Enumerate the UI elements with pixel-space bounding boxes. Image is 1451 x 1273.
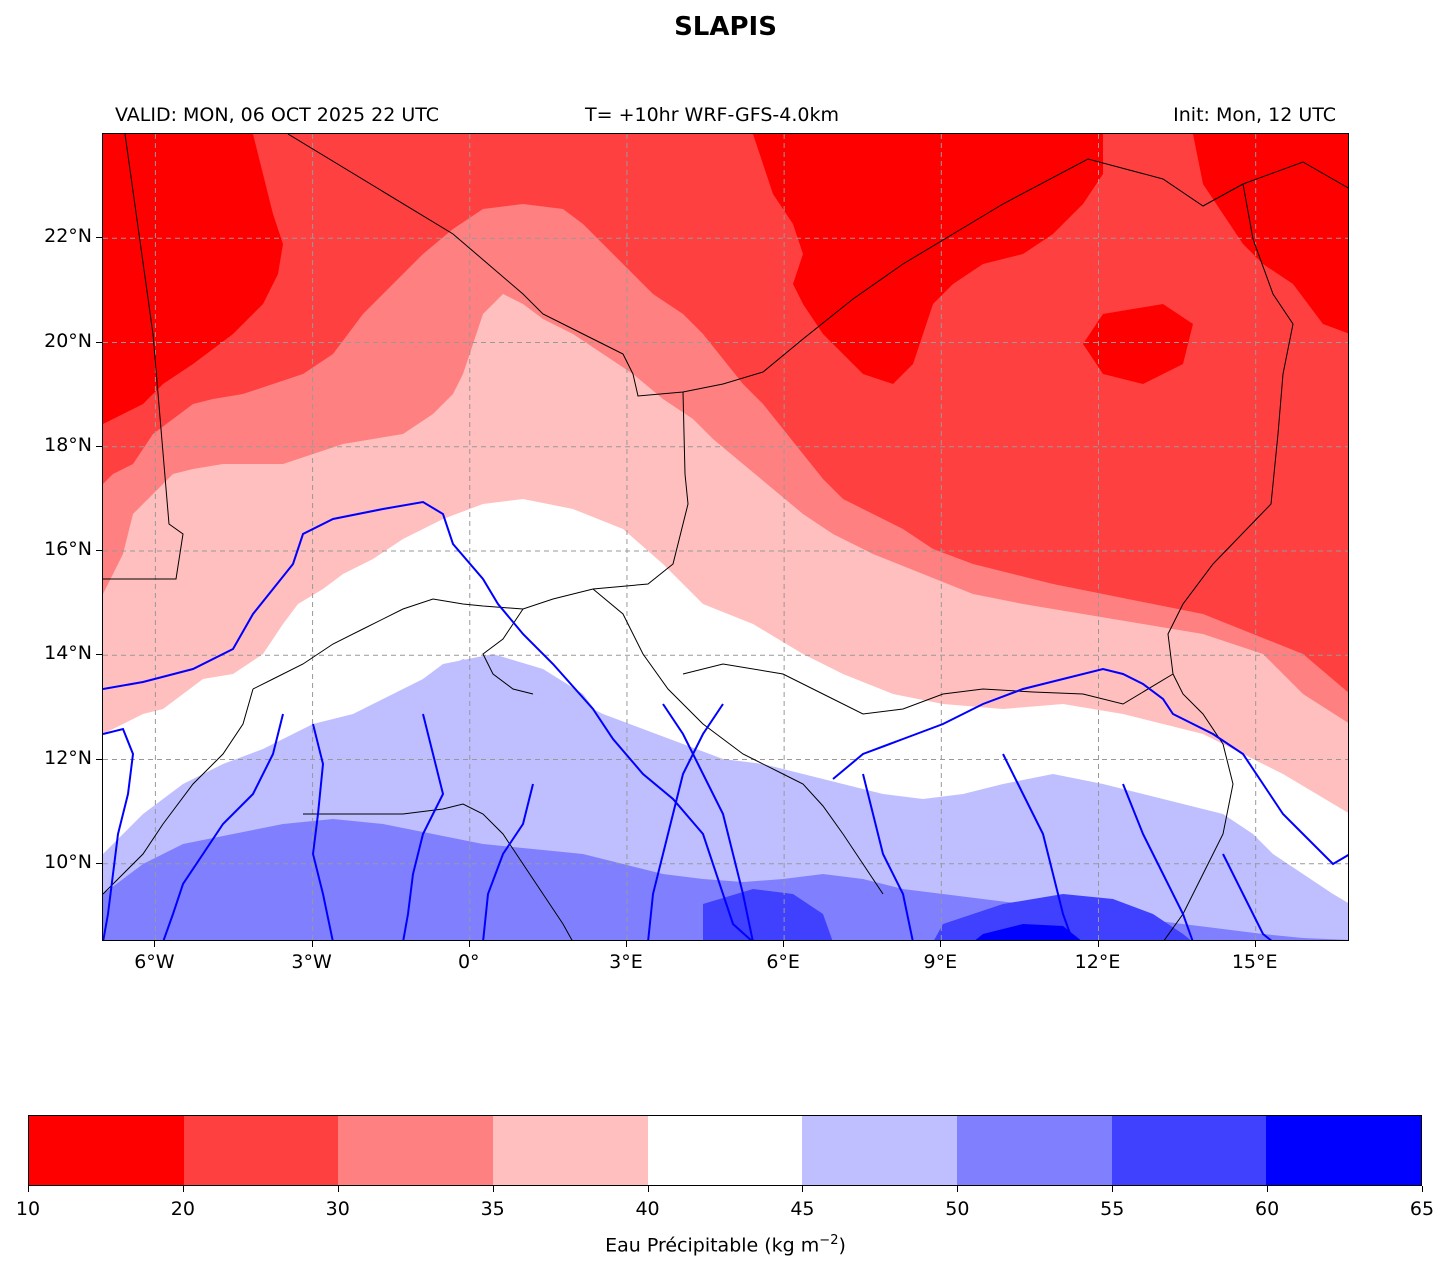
- colorbar-tick-label: 60: [1255, 1198, 1280, 1220]
- field-band-45-50-b: [403, 654, 613, 764]
- field-band-55-60-b: [934, 894, 1191, 940]
- model-run-label: T= +10hr WRF-GFS-4.0km: [585, 104, 839, 126]
- lat-tick-label: 14°N: [44, 642, 92, 665]
- colorbar-tick-label: 20: [170, 1198, 195, 1220]
- init-time-label: Init: Mon, 12 UTC: [1173, 104, 1336, 126]
- map-panel: [102, 133, 1349, 941]
- valid-time-label: VALID: MON, 06 OCT 2025 22 UTC: [115, 104, 440, 126]
- field-band-10-20-west: [103, 134, 283, 424]
- colorbar-tick-mark: [647, 1186, 649, 1192]
- field-band-10-20-east: [753, 134, 1103, 384]
- colorbar-segment-55-60: [1111, 1116, 1267, 1185]
- lon-tick-mark: [154, 941, 156, 947]
- lon-tick-label: 12°E: [1074, 951, 1121, 973]
- colorbar-tick-label: 40: [635, 1198, 660, 1220]
- lon-tick-label: 9°E: [923, 951, 958, 973]
- country-borders: [103, 134, 1348, 940]
- field-band-20-30: [103, 134, 1348, 693]
- colorbar-tick-label: 50: [945, 1198, 970, 1220]
- lat-tick-mark: [96, 341, 102, 343]
- lat-tick-mark: [96, 445, 102, 447]
- colorbar-tick-label: 30: [325, 1198, 350, 1220]
- lon-tick-mark: [1097, 941, 1099, 947]
- lat-tick-label: 16°N: [44, 538, 92, 561]
- colorbar-tick-mark: [1267, 1186, 1269, 1192]
- colorbar-segment-40-45: [647, 1116, 803, 1185]
- lon-tick-label: 3°W: [291, 951, 332, 973]
- colorbar-label: Eau Précipitable (kg m−2): [605, 1233, 846, 1257]
- lon-tick-mark: [625, 941, 627, 947]
- colorbar: [28, 1115, 1422, 1186]
- lat-tick-mark: [96, 550, 102, 552]
- colorbar-segment-35-40: [493, 1116, 648, 1185]
- lon-tick-mark: [468, 941, 470, 947]
- lon-tick-mark: [783, 941, 785, 947]
- lon-tick-label: 6°E: [766, 951, 800, 973]
- lon-tick-mark: [940, 941, 942, 947]
- colorbar-segment-30-35: [338, 1116, 494, 1185]
- colorbar-tick-mark: [1112, 1186, 1114, 1192]
- precipitable-water-map: [103, 134, 1348, 940]
- field-band-60-65: [975, 924, 1081, 940]
- colorbar-tick-mark: [28, 1186, 29, 1192]
- colorbar-tick-label: 35: [480, 1198, 505, 1220]
- colorbar-segment-60-65: [1266, 1116, 1422, 1185]
- colorbar-segment-45-50: [802, 1116, 958, 1185]
- colorbar-tick-mark: [492, 1186, 494, 1192]
- lon-tick-label: 3°E: [609, 951, 643, 973]
- lon-tick-label: 6°W: [134, 951, 175, 973]
- figure-title: SLAPIS: [674, 12, 777, 42]
- lat-tick-label: 22°N: [44, 225, 92, 248]
- lat-tick-mark: [96, 862, 102, 864]
- lat-tick-label: 10°N: [44, 850, 92, 873]
- lon-tick-label: 15°E: [1231, 951, 1278, 973]
- colorbar-segment-10-20: [29, 1116, 184, 1185]
- lon-tick-label: 0°: [457, 951, 480, 973]
- colorbar-tick-mark: [957, 1186, 959, 1192]
- colorbar-tick-mark: [1422, 1186, 1423, 1192]
- lat-tick-label: 12°N: [44, 746, 92, 769]
- field-band-10-20-ne: [1193, 134, 1348, 334]
- lat-tick-mark: [96, 758, 102, 760]
- rivers: [103, 500, 1348, 940]
- lon-tick-mark: [1254, 941, 1256, 947]
- map-gridlines: [103, 134, 1348, 940]
- colorbar-tick-label: 10: [15, 1198, 41, 1220]
- lat-tick-mark: [96, 237, 102, 239]
- lat-tick-label: 20°N: [44, 329, 92, 352]
- field-band-10-20-n: [1083, 304, 1193, 384]
- colorbar-tick-mark: [337, 1186, 339, 1192]
- colorbar-tick-mark: [182, 1186, 184, 1192]
- lat-tick-mark: [96, 654, 102, 656]
- colorbar-tick-label: 55: [1100, 1198, 1125, 1220]
- lon-tick-mark: [311, 941, 313, 947]
- colorbar-segment-50-55: [957, 1116, 1112, 1185]
- lat-tick-label: 18°N: [44, 433, 92, 456]
- colorbar-tick-label: 65: [1409, 1198, 1435, 1220]
- colorbar-tick-label: 45: [790, 1198, 815, 1220]
- colorbar-tick-mark: [802, 1186, 804, 1192]
- colorbar-segment-20-30: [183, 1116, 339, 1185]
